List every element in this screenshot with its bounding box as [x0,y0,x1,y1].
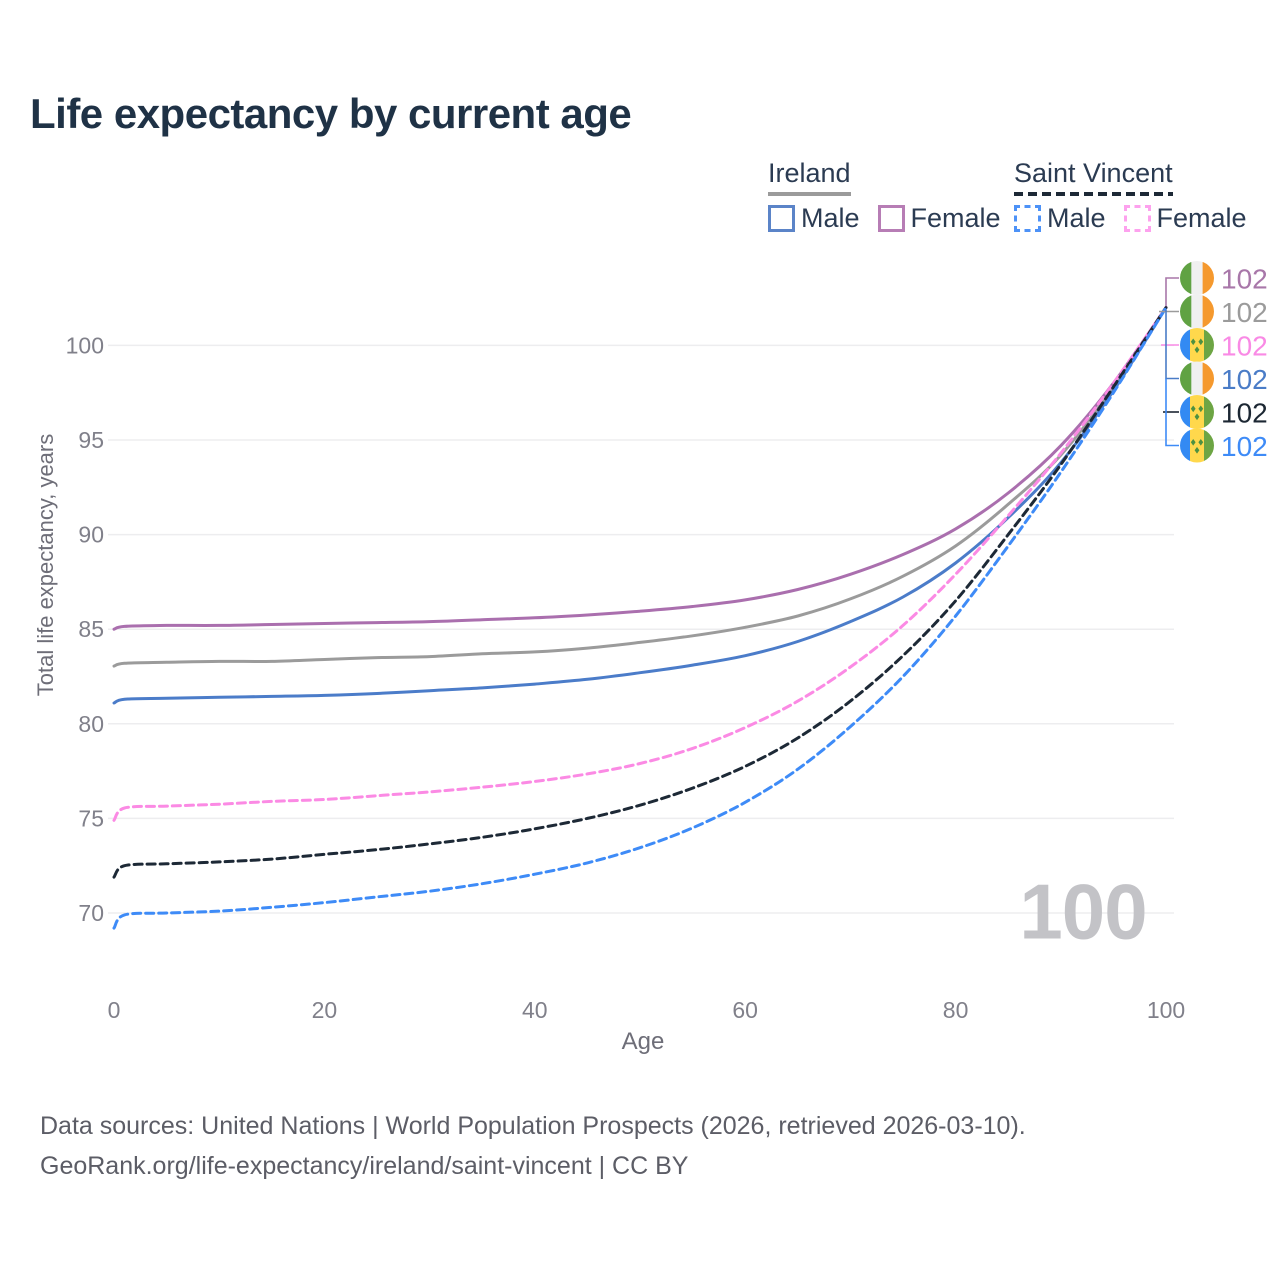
y-tick-label: 80 [78,711,104,737]
end-value-label[interactable]: 102 [1221,331,1268,362]
legend-item-saint-vincent-male[interactable]: Male [1014,203,1106,234]
series-line-saint-vincent-male[interactable] [112,306,1168,930]
y-tick-label: 100 [66,332,104,358]
legend-item-label: Male [801,203,860,233]
y-tick-label: 70 [78,900,104,926]
legend-item-saint-vincent-female[interactable]: Female [1123,203,1247,234]
saint-vincent-male-swatch-icon [1014,205,1041,232]
leader-line [1165,277,1179,306]
footer: Data sources: United Nations | World Pop… [40,1106,1026,1186]
end-value-label[interactable]: 102 [1221,431,1268,462]
x-tick-label: 20 [312,997,338,1023]
footer-data-sources: Data sources: United Nations | World Pop… [40,1112,1026,1140]
x-tick-label: 100 [1147,997,1185,1023]
x-tick-label: 40 [522,997,548,1023]
age-watermark: 100 [1019,867,1147,956]
series-line-saint-vincent-female[interactable] [112,306,1168,822]
flag-icon-ireland [1180,261,1214,295]
end-value-label[interactable]: 102 [1221,264,1268,295]
legend-item-ireland-male[interactable]: Male [768,203,860,234]
footer-attribution: GeoRank.org/life-expectancy/ireland/sain… [40,1152,689,1180]
legend-item-ireland-female[interactable]: Female [877,203,1001,234]
series-line-ireland-male[interactable] [112,306,1168,705]
series-line-saint-vincent-both-sexes[interactable] [112,306,1168,879]
y-tick-label: 75 [78,805,104,831]
legend-header-saint-vincent: Saint Vincent [1014,158,1173,188]
x-tick-label: 0 [108,997,121,1023]
legend-underline-solid [768,192,851,196]
ireland-male-swatch-icon [768,205,795,232]
legend-item-label: Male [1047,203,1106,233]
x-tick-label: 60 [732,997,758,1023]
y-tick-label: 85 [78,616,104,642]
flag-icon-saint-vincent [1180,328,1214,362]
series-line-ireland-female[interactable] [112,306,1168,631]
flag-icon-ireland [1180,294,1214,329]
legend-group-ireland: Ireland Male Female [768,158,1001,234]
ireland-female-swatch-icon [877,205,905,232]
legend-header-ireland: Ireland [768,158,851,188]
legend-item-label: Female [1156,203,1247,233]
legend-item-label: Female [910,203,1001,233]
flag-icon-ireland [1180,361,1214,396]
flag-icon-saint-vincent [1180,395,1214,429]
x-axis-title: Age [621,1028,665,1055]
series-line-ireland-both-sexes[interactable] [112,306,1168,668]
saint-vincent-female-swatch-icon [1123,205,1151,232]
flag-icon-saint-vincent [1180,428,1214,463]
y-tick-label: 90 [78,522,104,548]
legend-group-saint-vincent: Saint Vincent Male Female [1014,158,1247,234]
y-axis-title: Total life expectancy, years [33,433,58,697]
y-tick-label: 95 [78,427,104,453]
end-value-label[interactable]: 102 [1221,364,1268,395]
x-tick-label: 80 [943,997,969,1023]
end-value-label[interactable]: 102 [1221,398,1268,429]
legend-underline-dashed [1014,192,1173,196]
leader-line [1165,378,1179,447]
page-title: Life expectancy by current age [30,90,632,137]
end-value-label[interactable]: 102 [1221,297,1268,328]
